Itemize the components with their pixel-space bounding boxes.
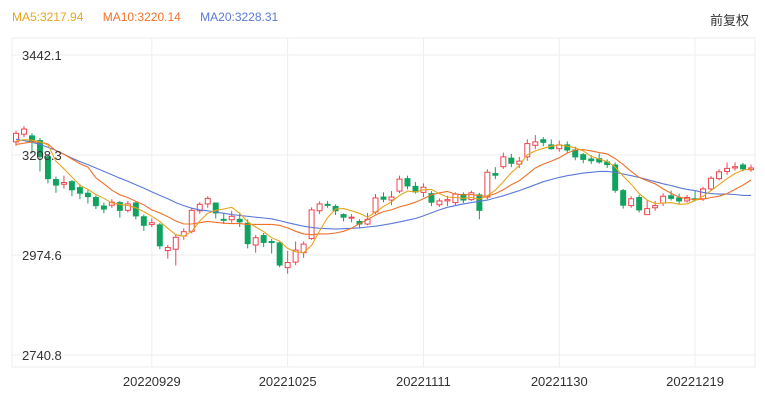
candle-body-up: [228, 215, 235, 221]
candle-body-down: [492, 173, 499, 176]
candle-body-down: [44, 156, 51, 180]
candle-body-down: [116, 202, 123, 211]
candle-body-up: [660, 195, 667, 204]
candle-body-down: [676, 197, 683, 202]
candle-body-down: [140, 216, 147, 226]
candle-body-up: [172, 236, 179, 250]
candle-body-down: [100, 205, 107, 210]
candle-body-down: [276, 242, 283, 266]
x-tick-label: 20221219: [666, 374, 724, 389]
ma10-legend: MA10:3220.14: [102, 10, 181, 24]
candle-body-down: [244, 222, 251, 245]
candle-body-up: [348, 216, 355, 219]
candle-body-up: [396, 178, 403, 192]
candle-body-down: [340, 214, 347, 218]
candle-body-down: [76, 187, 83, 194]
candle-body-down: [740, 164, 746, 170]
candle-body-down: [540, 139, 547, 143]
candle-body-up: [716, 171, 723, 180]
candle-body-down: [236, 218, 243, 223]
candle-body-up: [21, 128, 27, 135]
candle-body-up: [484, 171, 491, 198]
candle-body-up: [60, 182, 67, 185]
x-tick-label: 20221111: [396, 374, 451, 389]
candle-body-down: [404, 178, 411, 187]
x-tick-label: 20221025: [259, 374, 317, 389]
candle-body-up: [372, 197, 379, 213]
candle-body-up: [644, 208, 651, 216]
candle-body-up: [292, 249, 299, 263]
candle-body-up: [124, 203, 131, 211]
candle-body-up: [532, 141, 539, 146]
ma5-legend: MA5:3217.94: [12, 10, 84, 24]
candle-body-down: [156, 224, 163, 247]
y-tick-label: 2974.6: [22, 248, 62, 263]
candle-body-down: [132, 202, 139, 217]
y-tick-label: 3442.1: [22, 48, 62, 63]
candle-body-up: [724, 167, 731, 172]
candle-body-down: [508, 157, 515, 164]
candle-body-down: [52, 179, 59, 186]
ma10-line: [15, 141, 752, 236]
candle-body-down: [428, 193, 435, 203]
candle-body-up: [316, 203, 323, 212]
candle-body-down: [212, 202, 219, 214]
x-tick-label: 20220929: [123, 374, 181, 389]
candle-body-up: [148, 222, 155, 225]
ma-legend: MA5:3217.94 MA10:3220.14 MA20:3228.31: [12, 10, 294, 24]
candle-body-down: [220, 218, 227, 221]
candle-body-up: [196, 203, 203, 212]
candle-body-down: [260, 235, 267, 243]
candle-body-up: [204, 197, 211, 205]
candle-body-up: [500, 156, 507, 168]
ma5-line: [15, 139, 752, 254]
candle-body-down: [668, 195, 675, 199]
candle-body-down: [268, 241, 275, 244]
candle-body-down: [636, 196, 643, 211]
y-tick-label: 3208.3: [22, 148, 62, 163]
candle-body-up: [628, 198, 635, 207]
candle-body-up: [388, 196, 395, 201]
candle-body-up: [708, 177, 715, 190]
candle-body-up: [284, 262, 291, 269]
candle-body-up: [732, 166, 739, 169]
candle-body-up: [308, 209, 315, 240]
candle-body-up: [452, 193, 459, 204]
candle-body-down: [68, 181, 75, 191]
candle-body-up: [652, 205, 659, 209]
candle-body-up: [524, 143, 531, 158]
candle-body-down: [92, 196, 99, 207]
x-tick-label: 20221130: [531, 374, 588, 389]
y-tick-label: 2740.8: [22, 348, 62, 363]
candle-body-up: [436, 200, 443, 206]
ma20-legend: MA20:3228.31: [200, 10, 279, 24]
candle-body-down: [324, 203, 331, 206]
candle-body-up: [444, 199, 451, 202]
ma20-line: [15, 138, 751, 230]
candle-body-down: [588, 158, 595, 162]
candle-body-up: [13, 132, 19, 143]
candle-body-down: [612, 164, 619, 191]
candle-body-up: [468, 192, 475, 201]
candle-body-down: [476, 194, 483, 211]
price-adjust-toggle[interactable]: 前复权: [709, 13, 749, 28]
candle-body-up: [188, 209, 195, 232]
candle-body-down: [620, 190, 627, 206]
candle-body-down: [380, 196, 387, 200]
plot-frame: [11, 37, 756, 368]
candle-body-up: [164, 247, 171, 252]
candle-body-down: [580, 154, 587, 160]
candle-body-down: [84, 192, 91, 198]
candle-body-down: [564, 144, 571, 151]
candle-body-up: [252, 237, 259, 246]
candle-body-down: [36, 140, 43, 157]
